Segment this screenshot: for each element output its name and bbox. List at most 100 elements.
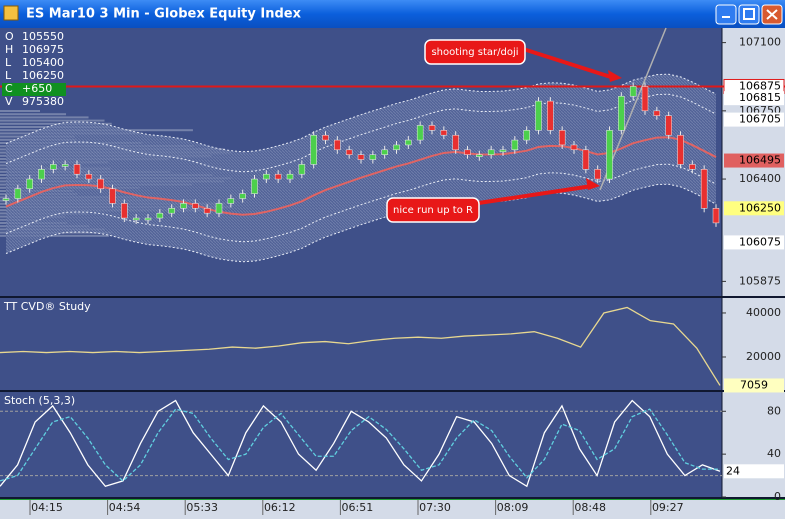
candle-body bbox=[594, 169, 601, 180]
time-label: 08:48 bbox=[574, 501, 606, 514]
last-value-label: 24 bbox=[726, 464, 740, 477]
summary-value: 106250 bbox=[22, 69, 64, 82]
volume-profile bbox=[0, 116, 89, 119]
price-marker-label: 106495 bbox=[739, 154, 781, 167]
candle-body bbox=[345, 149, 353, 155]
candle-body bbox=[121, 203, 128, 219]
price-marker-box bbox=[724, 91, 784, 106]
annotation-arrow bbox=[471, 184, 593, 206]
y-tick-label: 40000 bbox=[746, 306, 781, 319]
candle-body bbox=[215, 203, 223, 214]
close-icon bbox=[766, 9, 778, 20]
price-marker-box bbox=[724, 153, 784, 168]
last-value-label: 7059 bbox=[740, 378, 768, 391]
price-marker-label: 106815 bbox=[739, 91, 781, 104]
y-tick-label: 20000 bbox=[746, 350, 781, 363]
last-value-box bbox=[724, 464, 784, 479]
candle-body bbox=[61, 164, 69, 167]
panel-title: Stoch (5,3,3) bbox=[4, 394, 75, 407]
price-marker-box bbox=[724, 235, 784, 250]
volume-profile bbox=[0, 113, 67, 116]
maximize-button[interactable] bbox=[738, 4, 760, 25]
maximize-icon bbox=[743, 8, 755, 20]
candle-body bbox=[310, 134, 317, 165]
candle-body bbox=[132, 217, 140, 221]
time-label: 04:15 bbox=[31, 501, 63, 514]
candle-body bbox=[251, 178, 258, 194]
candle-body bbox=[334, 139, 341, 151]
volume-profile bbox=[0, 234, 109, 237]
candle-body bbox=[97, 178, 104, 190]
candle-body bbox=[263, 173, 270, 180]
summary-key: C bbox=[5, 82, 13, 95]
candle-body bbox=[464, 149, 471, 155]
candle-body bbox=[499, 149, 507, 153]
candle-body bbox=[109, 188, 116, 204]
minimize-icon bbox=[722, 16, 730, 18]
candle-body bbox=[689, 164, 696, 170]
candle-body bbox=[523, 130, 530, 141]
candle-body bbox=[38, 169, 45, 180]
candle-body bbox=[168, 208, 175, 214]
candle-body bbox=[50, 164, 57, 170]
last-value-box bbox=[724, 378, 784, 393]
y-tick-label: 105875 bbox=[739, 274, 781, 287]
candle-body bbox=[180, 203, 187, 209]
annotation-arrowhead bbox=[586, 178, 600, 190]
time-label: 06:12 bbox=[264, 501, 296, 514]
candle-body bbox=[26, 178, 33, 190]
candle-body bbox=[357, 154, 365, 160]
y-tick-label: 107100 bbox=[739, 36, 781, 49]
candle-body bbox=[547, 100, 554, 131]
time-label: 06:51 bbox=[342, 501, 374, 514]
candle-body bbox=[476, 154, 483, 157]
candle-body bbox=[582, 149, 590, 170]
candle-body bbox=[629, 86, 637, 97]
summary-key: L bbox=[5, 56, 12, 69]
candle-body bbox=[535, 100, 542, 131]
candle-body bbox=[487, 149, 495, 155]
candle-body bbox=[618, 95, 625, 131]
candle-body bbox=[677, 134, 684, 165]
indicator-line bbox=[0, 306, 721, 386]
candle-body bbox=[641, 86, 649, 112]
annotation-box bbox=[424, 39, 526, 65]
candle-body bbox=[298, 164, 306, 175]
price-marker-label: 106075 bbox=[739, 235, 781, 248]
candle-body bbox=[653, 110, 661, 116]
minimize-button[interactable] bbox=[715, 4, 737, 25]
price-marker-label: 106250 bbox=[739, 201, 781, 214]
candle-body bbox=[428, 125, 436, 131]
time-label: 07:30 bbox=[419, 501, 451, 514]
candle-body bbox=[511, 139, 519, 151]
band-line bbox=[5, 163, 717, 243]
moving-average bbox=[5, 136, 717, 216]
time-label: 08:09 bbox=[497, 501, 529, 514]
summary-value: 105550 bbox=[22, 30, 64, 43]
candle-body bbox=[700, 169, 708, 209]
candle-body bbox=[322, 134, 329, 141]
candle-body bbox=[239, 193, 246, 199]
time-label: 05:33 bbox=[186, 501, 218, 514]
volume-profile bbox=[0, 119, 105, 122]
price-marker-box bbox=[724, 112, 784, 127]
summary-value: 106975 bbox=[22, 43, 64, 56]
price-marker-box bbox=[724, 201, 784, 216]
price-marker-label: 106875 bbox=[739, 79, 781, 92]
candle-body bbox=[369, 154, 377, 160]
y-tick-label: 0 bbox=[774, 490, 781, 503]
band-line bbox=[5, 93, 717, 173]
candle-body bbox=[274, 173, 282, 180]
cvd-panel bbox=[0, 298, 722, 390]
candle-body bbox=[85, 173, 93, 180]
title-bar bbox=[0, 0, 785, 28]
candle-body bbox=[73, 164, 81, 175]
candle-body bbox=[712, 208, 720, 224]
candle-body bbox=[144, 217, 152, 221]
summary-value: 105400 bbox=[22, 56, 64, 69]
candle-body bbox=[393, 144, 400, 151]
summary-value: +650 bbox=[22, 82, 52, 95]
window-buttons[interactable] bbox=[715, 4, 783, 25]
candle-body bbox=[203, 208, 211, 214]
